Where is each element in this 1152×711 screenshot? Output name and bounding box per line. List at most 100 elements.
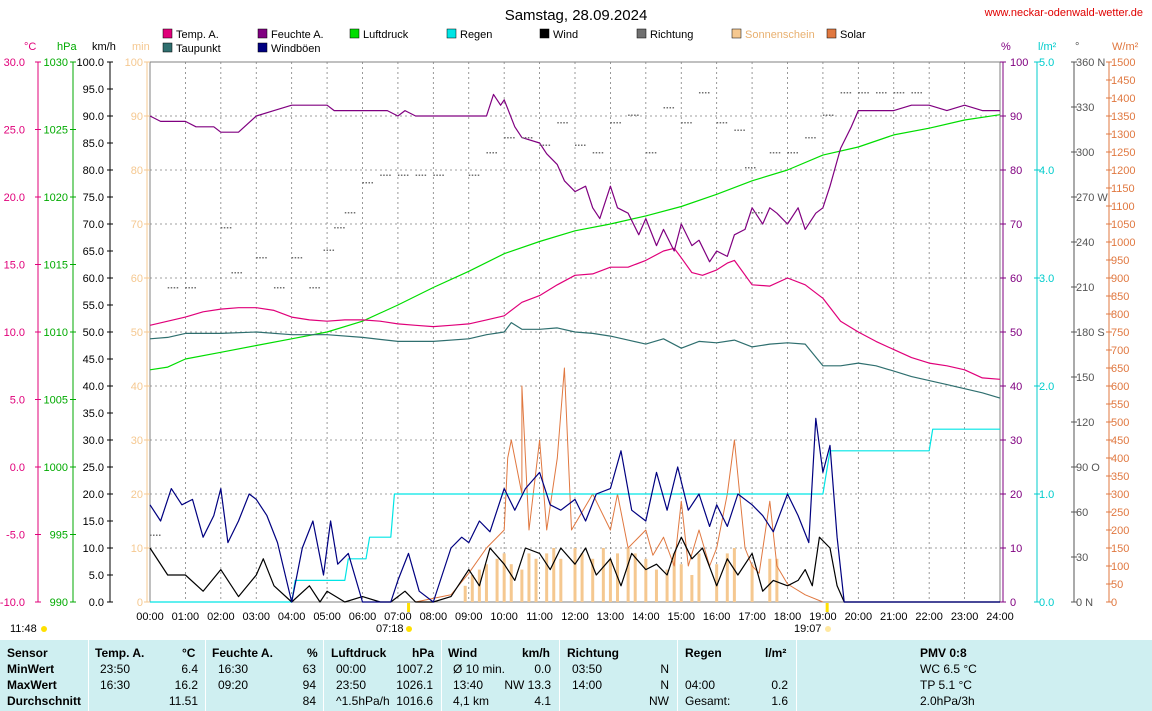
direction-dot (150, 534, 152, 536)
direction-dot (681, 122, 683, 124)
table-cell-wind-time: 13:40 (453, 678, 484, 692)
tick-sun: 20 (131, 489, 143, 501)
legend-label: Richtung (650, 29, 693, 41)
table-cell-hum-time: 09:20 (218, 678, 249, 692)
tick-solar: 550 (1111, 399, 1129, 411)
sunshine-bar (626, 548, 630, 602)
tick-sun: 10 (131, 543, 143, 555)
sunshine-bar (463, 585, 467, 602)
legend-swatch (162, 42, 173, 53)
sunshine-bar (715, 564, 719, 602)
tick-direction: 330 (1076, 102, 1094, 114)
direction-dot (400, 174, 403, 176)
sunshine-bar (644, 558, 648, 602)
sunshine-bar (732, 548, 736, 602)
direction-dot (560, 122, 562, 124)
direction-dot (504, 137, 506, 139)
direction-dot (740, 129, 742, 131)
tick-direction: 270 W (1076, 192, 1108, 204)
tick-humidity: 20 (1010, 489, 1022, 501)
tick-x: 24:00 (986, 611, 1014, 623)
tick-rain: 1.0 (1039, 489, 1054, 501)
tick-x: 18:00 (774, 611, 802, 623)
direction-dot (510, 137, 512, 139)
tick-x: 14:00 (632, 611, 660, 623)
tick-solar: 300 (1111, 489, 1129, 501)
axis-unit-direction: ° (1075, 41, 1079, 53)
table-cell-temp-val: 6.4 (181, 662, 198, 676)
direction-dot (159, 534, 161, 536)
rain-unit: l/m² (765, 646, 787, 660)
table-cell-hum-val: 63 (302, 662, 316, 676)
table-cell-press-time: 23:50 (336, 678, 367, 692)
sun-icon (41, 626, 47, 632)
direction-dot (365, 182, 367, 184)
direction-dot (259, 257, 261, 259)
tick-x: 16:00 (703, 611, 731, 623)
direction-dot (231, 272, 233, 274)
direction-dot (666, 107, 669, 109)
table-cell-wind-val: 0.0 (534, 662, 551, 676)
sunshine-bar (665, 569, 669, 602)
sunset-label: 19:07 (794, 623, 822, 635)
series-luftdruck (149, 114, 1001, 371)
direction-dot (406, 174, 409, 176)
tick-direction: 210 (1076, 282, 1094, 294)
direction-dot (386, 174, 388, 176)
direction-dot (701, 92, 704, 94)
tick-temp: -10.0 (0, 597, 25, 609)
table-cell-extra: WC 6.5 °C (920, 662, 977, 676)
table-cell-temp-time: 16:30 (100, 678, 131, 692)
temp-header: Temp. A. (95, 646, 145, 660)
table-cell-dir-val: N (660, 678, 669, 692)
direction-dot (334, 227, 336, 229)
direction-dot (332, 249, 335, 251)
direction-dot (722, 122, 725, 124)
tick-sun: 60 (131, 273, 143, 285)
direction-dot (864, 92, 866, 94)
direction-dot (775, 152, 778, 154)
sunrise-icon (406, 626, 412, 632)
series-taupunkt (149, 322, 1001, 399)
legend-swatch (349, 28, 360, 39)
legend-label: Windböen (271, 43, 321, 55)
sunshine-bar (470, 575, 474, 602)
direction-dot (893, 92, 896, 94)
legend-label: Sonnenschein (745, 29, 815, 41)
direction-dot (663, 107, 666, 109)
direction-dot (772, 152, 775, 154)
legend-swatch (257, 42, 268, 53)
direction-dot (436, 174, 438, 176)
legend-swatch (731, 28, 742, 39)
legend-label: Solar (840, 29, 866, 41)
axis-unit-pressure: hPa (57, 41, 77, 53)
direction-dot (822, 114, 825, 116)
direction-dot (748, 167, 750, 169)
direction-dot (340, 227, 342, 229)
tick-x: 11:00 (526, 611, 553, 623)
tick-solar: 1300 (1111, 129, 1135, 141)
tick-direction: 180 S (1076, 327, 1105, 339)
legend-label: Feuchte A. (271, 29, 324, 41)
sunshine-bar (591, 558, 595, 602)
sunshine-bar (573, 548, 577, 602)
sunshine-bar (672, 553, 676, 602)
tick-x: 04:00 (278, 611, 306, 623)
direction-dot (684, 122, 686, 124)
direction-dot (265, 257, 267, 259)
direction-dot (814, 137, 816, 139)
tick-x: 09:00 (455, 611, 483, 623)
direction-dot (613, 122, 615, 124)
direction-dot (808, 137, 810, 139)
direction-dot (885, 92, 887, 94)
sunshine-bar (690, 575, 694, 602)
direction-dot (790, 152, 792, 154)
tick-humidity: 10 (1010, 543, 1022, 555)
direction-dot (751, 167, 753, 169)
direction-dot (240, 272, 242, 274)
tick-wind: 70.0 (83, 219, 104, 231)
tick-x: 21:00 (880, 611, 908, 623)
tick-solar: 1000 (1111, 237, 1135, 249)
direction-dot (176, 287, 179, 289)
tick-solar: 150 (1111, 543, 1129, 555)
